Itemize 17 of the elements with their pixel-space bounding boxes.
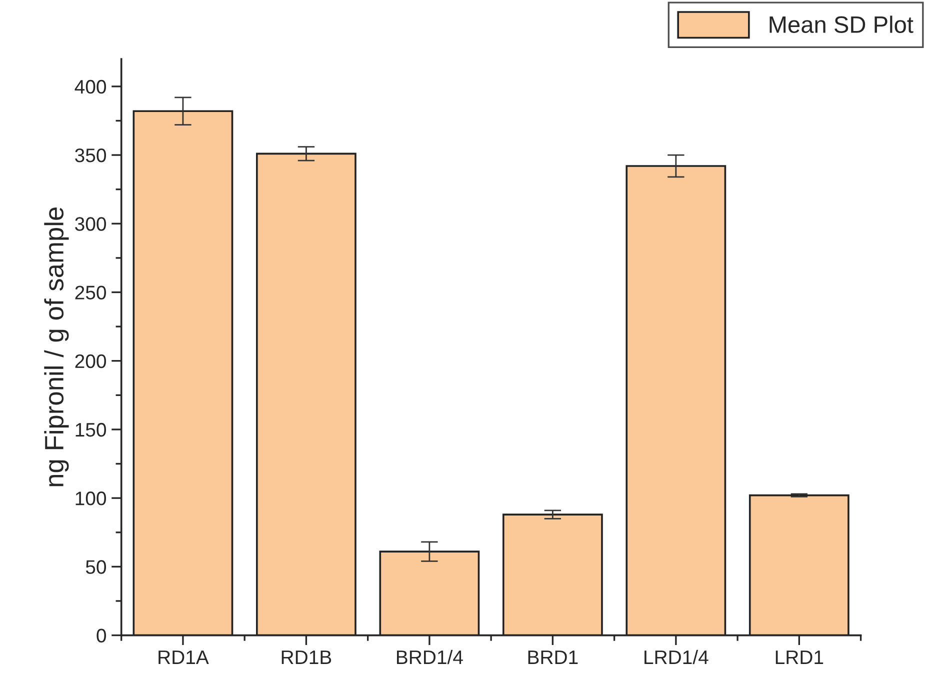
y-tick-label: 50 xyxy=(86,560,106,574)
y-tick-label: 300 xyxy=(75,217,106,231)
y-tick-label: 250 xyxy=(75,286,106,300)
y-axis-title: ng Fipronil / g of sample xyxy=(44,207,69,486)
legend-label: Mean SD Plot xyxy=(770,16,914,34)
y-tick-label: 0 xyxy=(96,628,106,643)
x-tick-label: LRD1/4 xyxy=(644,650,708,664)
x-tick-label: RD1A xyxy=(158,650,209,664)
y-tick-label: 150 xyxy=(76,422,106,437)
x-tick-label: BRD1/4 xyxy=(397,650,463,664)
y-tick-label: 350 xyxy=(75,148,106,162)
y-tick-label: 100 xyxy=(76,492,106,506)
x-tick-label: LRD1 xyxy=(776,650,824,664)
y-tick-label: 200 xyxy=(75,354,106,368)
x-tick-label: RD1B xyxy=(282,650,332,664)
x-tick-label: BRD1 xyxy=(528,650,578,664)
y-tick-label: 400 xyxy=(74,80,106,94)
